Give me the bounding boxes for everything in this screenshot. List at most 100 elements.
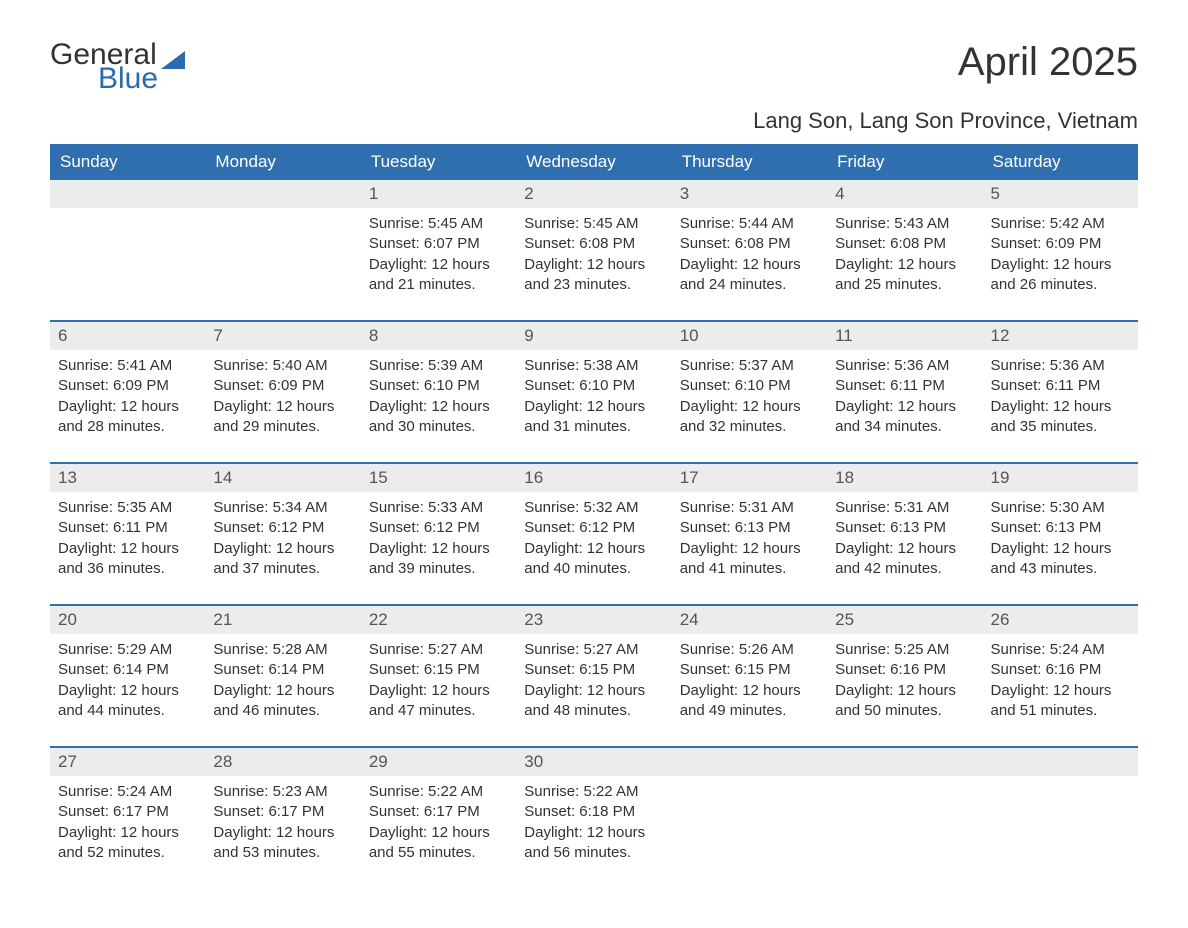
sunrise-line: Sunrise: 5:36 AM — [835, 356, 974, 376]
dayname-row: SundayMondayTuesdayWednesdayThursdayFrid… — [50, 144, 1138, 180]
day-cell: Sunrise: 5:34 AMSunset: 6:12 PMDaylight:… — [205, 492, 360, 604]
daynum-row: 6789101112 — [50, 320, 1138, 350]
dayname-cell: Wednesday — [516, 144, 671, 180]
daylight-line-2: and 52 minutes. — [58, 843, 197, 863]
daylight-line-2: and 23 minutes. — [524, 275, 663, 295]
sunrise-line: Sunrise: 5:44 AM — [680, 214, 819, 234]
sunset-line: Sunset: 6:15 PM — [680, 660, 819, 680]
day-cell: Sunrise: 5:43 AMSunset: 6:08 PMDaylight:… — [827, 208, 982, 320]
calendar-table: SundayMondayTuesdayWednesdayThursdayFrid… — [50, 144, 1138, 888]
daylight-line-1: Daylight: 12 hours — [991, 539, 1130, 559]
daylight-line-2: and 44 minutes. — [58, 701, 197, 721]
daylight-line-1: Daylight: 12 hours — [991, 255, 1130, 275]
daylight-line-1: Daylight: 12 hours — [680, 397, 819, 417]
daylight-line-2: and 47 minutes. — [369, 701, 508, 721]
title-block: April 2025 — [958, 40, 1138, 85]
daynum-cell: 30 — [516, 748, 671, 776]
daylight-line-1: Daylight: 12 hours — [680, 681, 819, 701]
day-cell: Sunrise: 5:24 AMSunset: 6:16 PMDaylight:… — [983, 634, 1138, 746]
daylight-line-1: Daylight: 12 hours — [213, 681, 352, 701]
sunrise-line: Sunrise: 5:35 AM — [58, 498, 197, 518]
day-cell: Sunrise: 5:30 AMSunset: 6:13 PMDaylight:… — [983, 492, 1138, 604]
empty-cell — [205, 208, 360, 320]
empty-cell — [672, 776, 827, 888]
sunset-line: Sunset: 6:09 PM — [991, 234, 1130, 254]
daylight-line-1: Daylight: 12 hours — [213, 539, 352, 559]
daylight-line-1: Daylight: 12 hours — [369, 823, 508, 843]
day-cell: Sunrise: 5:36 AMSunset: 6:11 PMDaylight:… — [983, 350, 1138, 462]
sunset-line: Sunset: 6:13 PM — [991, 518, 1130, 538]
daynum-cell: 13 — [50, 464, 205, 492]
empty-cell — [827, 776, 982, 888]
daynum-row: 12345 — [50, 180, 1138, 208]
empty-cell — [983, 776, 1138, 888]
day-cell: Sunrise: 5:22 AMSunset: 6:18 PMDaylight:… — [516, 776, 671, 888]
daynum-cell: 9 — [516, 322, 671, 350]
daylight-line-2: and 53 minutes. — [213, 843, 352, 863]
sunset-line: Sunset: 6:14 PM — [58, 660, 197, 680]
daylight-line-2: and 30 minutes. — [369, 417, 508, 437]
daylight-line-2: and 34 minutes. — [835, 417, 974, 437]
daynum-cell: 6 — [50, 322, 205, 350]
daynum-cell: 28 — [205, 748, 360, 776]
daylight-line-2: and 55 minutes. — [369, 843, 508, 863]
week-body-row: Sunrise: 5:29 AMSunset: 6:14 PMDaylight:… — [50, 634, 1138, 746]
daylight-line-1: Daylight: 12 hours — [991, 681, 1130, 701]
day-cell: Sunrise: 5:25 AMSunset: 6:16 PMDaylight:… — [827, 634, 982, 746]
daynum-cell: 27 — [50, 748, 205, 776]
daynum-cell: 21 — [205, 606, 360, 634]
daynum-row: 13141516171819 — [50, 462, 1138, 492]
daylight-line-2: and 51 minutes. — [991, 701, 1130, 721]
sunrise-line: Sunrise: 5:22 AM — [369, 782, 508, 802]
daylight-line-1: Daylight: 12 hours — [835, 397, 974, 417]
sunrise-line: Sunrise: 5:27 AM — [524, 640, 663, 660]
daylight-line-1: Daylight: 12 hours — [58, 681, 197, 701]
dayname-cell: Sunday — [50, 144, 205, 180]
daylight-line-1: Daylight: 12 hours — [369, 397, 508, 417]
daylight-line-2: and 50 minutes. — [835, 701, 974, 721]
daylight-line-1: Daylight: 12 hours — [991, 397, 1130, 417]
daylight-line-1: Daylight: 12 hours — [835, 255, 974, 275]
daylight-line-1: Daylight: 12 hours — [524, 397, 663, 417]
daylight-line-2: and 32 minutes. — [680, 417, 819, 437]
daylight-line-1: Daylight: 12 hours — [524, 681, 663, 701]
day-cell: Sunrise: 5:41 AMSunset: 6:09 PMDaylight:… — [50, 350, 205, 462]
daynum-cell: 10 — [672, 322, 827, 350]
daylight-line-1: Daylight: 12 hours — [680, 255, 819, 275]
brand-logo: General Blue — [50, 40, 185, 94]
sunset-line: Sunset: 6:08 PM — [835, 234, 974, 254]
daynum-cell: 24 — [672, 606, 827, 634]
daylight-line-1: Daylight: 12 hours — [213, 823, 352, 843]
day-cell: Sunrise: 5:45 AMSunset: 6:07 PMDaylight:… — [361, 208, 516, 320]
daynum-cell: 8 — [361, 322, 516, 350]
sunset-line: Sunset: 6:17 PM — [58, 802, 197, 822]
sunset-line: Sunset: 6:14 PM — [213, 660, 352, 680]
daylight-line-2: and 40 minutes. — [524, 559, 663, 579]
day-cell: Sunrise: 5:31 AMSunset: 6:13 PMDaylight:… — [672, 492, 827, 604]
sunrise-line: Sunrise: 5:30 AM — [991, 498, 1130, 518]
month-title: April 2025 — [958, 40, 1138, 85]
sunset-line: Sunset: 6:12 PM — [213, 518, 352, 538]
daynum-cell: 12 — [983, 322, 1138, 350]
daylight-line-2: and 29 minutes. — [213, 417, 352, 437]
sunset-line: Sunset: 6:13 PM — [680, 518, 819, 538]
sunrise-line: Sunrise: 5:24 AM — [991, 640, 1130, 660]
day-cell: Sunrise: 5:33 AMSunset: 6:12 PMDaylight:… — [361, 492, 516, 604]
day-cell: Sunrise: 5:31 AMSunset: 6:13 PMDaylight:… — [827, 492, 982, 604]
daynum-row: 20212223242526 — [50, 604, 1138, 634]
sunrise-line: Sunrise: 5:42 AM — [991, 214, 1130, 234]
location-line: Lang Son, Lang Son Province, Vietnam — [50, 108, 1138, 134]
day-cell: Sunrise: 5:35 AMSunset: 6:11 PMDaylight:… — [50, 492, 205, 604]
daylight-line-1: Daylight: 12 hours — [524, 255, 663, 275]
daynum-cell: 1 — [361, 180, 516, 208]
sunrise-line: Sunrise: 5:36 AM — [991, 356, 1130, 376]
sunrise-line: Sunrise: 5:26 AM — [680, 640, 819, 660]
dayname-cell: Friday — [827, 144, 982, 180]
daylight-line-1: Daylight: 12 hours — [213, 397, 352, 417]
sunset-line: Sunset: 6:12 PM — [524, 518, 663, 538]
sunset-line: Sunset: 6:16 PM — [991, 660, 1130, 680]
empty-cell — [672, 748, 827, 776]
day-cell: Sunrise: 5:37 AMSunset: 6:10 PMDaylight:… — [672, 350, 827, 462]
sunset-line: Sunset: 6:11 PM — [991, 376, 1130, 396]
daylight-line-1: Daylight: 12 hours — [58, 539, 197, 559]
